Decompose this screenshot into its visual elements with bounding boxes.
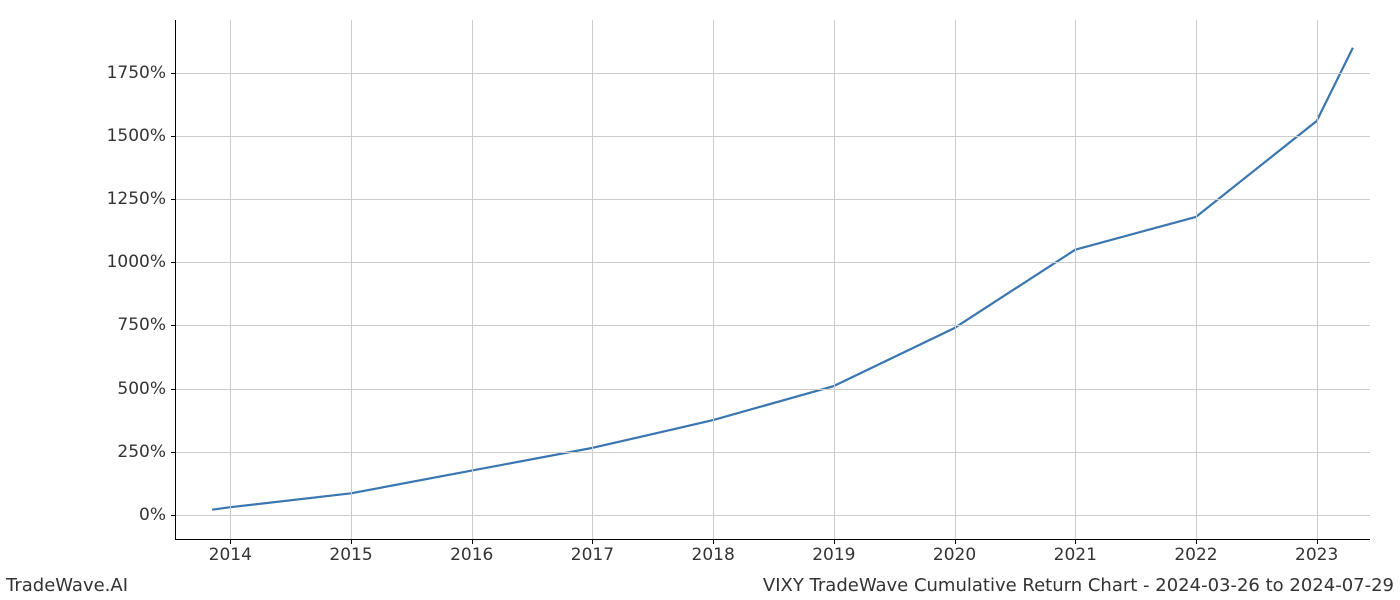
x-tick-mark [351,539,352,544]
footer-left-branding: TradeWave.AI [6,575,128,596]
y-tick-mark [171,262,176,263]
grid-line-vertical [834,20,835,539]
x-tick-mark [955,539,956,544]
x-tick-mark [713,539,714,544]
footer-right-caption: VIXY TradeWave Cumulative Return Chart -… [763,575,1394,596]
grid-line-horizontal [176,389,1370,390]
y-tick-mark [171,73,176,74]
y-tick-label: 250% [117,442,166,462]
chart-container: 2014 2015 2016 2017 2018 2019 2020 2021 2022 2023… [0,0,1400,600]
grid-line-horizontal [176,136,1370,137]
grid-line-vertical [351,20,352,539]
grid-line-vertical [713,20,714,539]
plot-area: 2014201520162017201820192020202120222023… [175,20,1370,540]
x-tick-mark [1075,539,1076,544]
grid-line-horizontal [176,515,1370,516]
y-tick-mark [171,325,176,326]
grid-line-horizontal [176,325,1370,326]
y-tick-mark [171,389,176,390]
y-tick-mark [171,452,176,453]
x-tick-label: 2020 [933,545,976,565]
y-tick-mark [171,136,176,137]
x-tick-mark [230,539,231,544]
x-tick-label: 2019 [812,545,855,565]
line-layer [176,20,1371,540]
y-tick-label: 1250% [107,189,166,209]
x-tick-label: 2014 [209,545,252,565]
x-tick-mark [1196,539,1197,544]
y-tick-mark [171,199,176,200]
grid-line-horizontal [176,262,1370,263]
x-tick-label: 2017 [571,545,614,565]
x-tick-mark [1317,539,1318,544]
x-tick-label: 2016 [450,545,493,565]
grid-line-vertical [592,20,593,539]
grid-line-vertical [1317,20,1318,539]
y-tick-label: 1000% [107,252,166,272]
grid-line-horizontal [176,452,1370,453]
x-tick-mark [472,539,473,544]
y-tick-label: 500% [117,379,166,399]
y-tick-label: 1500% [107,126,166,146]
y-tick-label: 1750% [107,63,166,83]
grid-line-vertical [1196,20,1197,539]
y-tick-label: 0% [139,505,166,525]
x-tick-label: 2022 [1174,545,1217,565]
x-tick-mark [834,539,835,544]
series-line-cumulative_return [212,48,1353,510]
grid-line-horizontal [176,199,1370,200]
x-tick-label: 2018 [692,545,735,565]
x-tick-label: 2021 [1054,545,1097,565]
x-tick-label: 2015 [329,545,372,565]
grid-line-vertical [955,20,956,539]
y-tick-mark [171,515,176,516]
grid-line-horizontal [176,73,1370,74]
grid-line-vertical [1075,20,1076,539]
grid-line-vertical [230,20,231,539]
grid-line-vertical [472,20,473,539]
x-tick-mark [592,539,593,544]
y-tick-label: 750% [117,315,166,335]
x-tick-label: 2023 [1295,545,1338,565]
